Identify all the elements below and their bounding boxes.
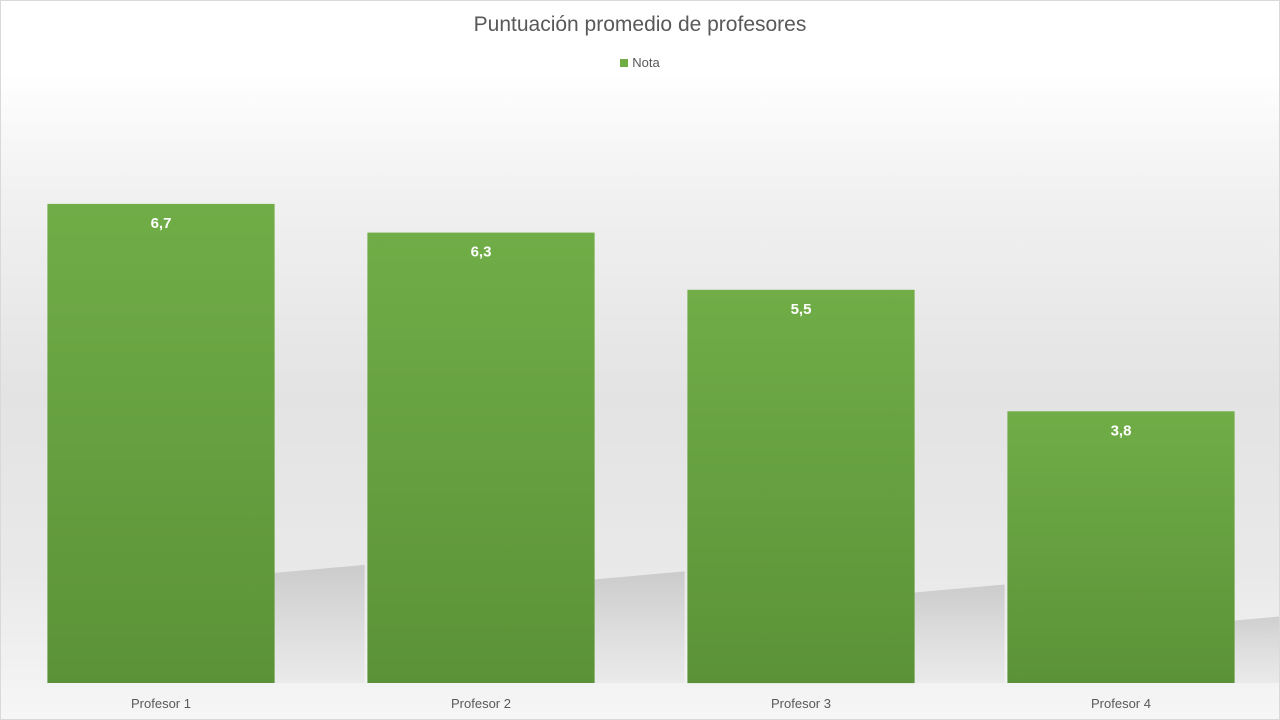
data-label-3: 5,5 xyxy=(791,301,812,318)
bar-shadow xyxy=(274,564,365,683)
x-tick-label-4: Profesor 4 xyxy=(1091,696,1151,711)
legend-label: Nota xyxy=(632,55,660,70)
bar-4[interactable] xyxy=(1007,411,1235,683)
data-label-2: 6,3 xyxy=(471,244,492,261)
bar-shadow xyxy=(594,571,685,683)
x-tick-label-1: Profesor 1 xyxy=(131,696,191,711)
x-tick-label-3: Profesor 3 xyxy=(771,696,831,711)
data-label-1: 6,7 xyxy=(151,215,172,232)
bar-3[interactable] xyxy=(687,289,915,684)
x-tick-label-2: Profesor 2 xyxy=(451,696,511,711)
legend[interactable]: Nota xyxy=(1,55,1279,70)
bar-shadow xyxy=(1234,616,1279,683)
bar-1[interactable] xyxy=(47,203,275,683)
bar-shadow xyxy=(914,584,1005,683)
legend-swatch xyxy=(620,58,629,67)
bar-2[interactable] xyxy=(367,232,595,683)
chart-title: Puntuación promedio de profesores xyxy=(473,13,807,36)
data-label-4: 3,8 xyxy=(1111,422,1132,439)
